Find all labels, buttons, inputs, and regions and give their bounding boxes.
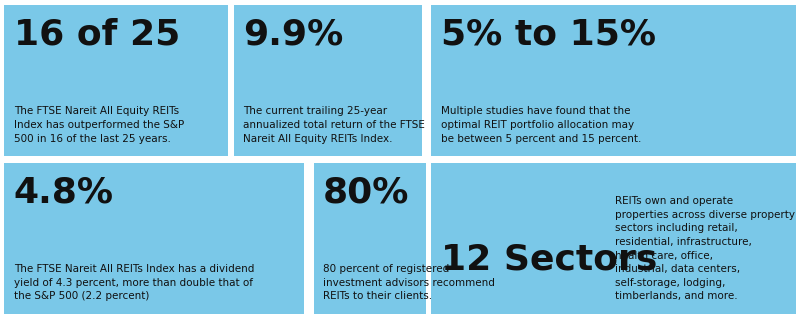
Text: The current trailing 25-year
annualized total return of the FTSE
Nareit All Equi: The current trailing 25-year annualized … — [243, 106, 425, 144]
Text: 5% to 15%: 5% to 15% — [441, 18, 656, 52]
FancyBboxPatch shape — [234, 5, 422, 156]
Text: 80%: 80% — [323, 175, 410, 210]
Text: 9.9%: 9.9% — [243, 18, 343, 52]
Text: The FTSE Nareit All REITs Index has a dividend
yield of 4.3 percent, more than d: The FTSE Nareit All REITs Index has a di… — [14, 264, 254, 301]
Text: 12 Sectors: 12 Sectors — [441, 242, 657, 277]
Text: The FTSE Nareit All Equity REITs
Index has outperformed the S&P
500 in 16 of the: The FTSE Nareit All Equity REITs Index h… — [14, 106, 184, 144]
Text: 16 of 25: 16 of 25 — [14, 18, 180, 52]
Text: 80 percent of registered
investment advisors recommend
REITs to their clients.: 80 percent of registered investment advi… — [323, 264, 495, 301]
FancyBboxPatch shape — [314, 163, 426, 314]
Text: Multiple studies have found that the
optimal REIT portfolio allocation may
be be: Multiple studies have found that the opt… — [441, 106, 641, 144]
FancyBboxPatch shape — [4, 163, 304, 314]
FancyBboxPatch shape — [431, 5, 796, 156]
Text: 4.8%: 4.8% — [14, 175, 114, 210]
FancyBboxPatch shape — [431, 163, 796, 314]
Text: REITs own and operate
properties across diverse property
sectors including retai: REITs own and operate properties across … — [615, 196, 795, 301]
FancyBboxPatch shape — [4, 5, 228, 156]
